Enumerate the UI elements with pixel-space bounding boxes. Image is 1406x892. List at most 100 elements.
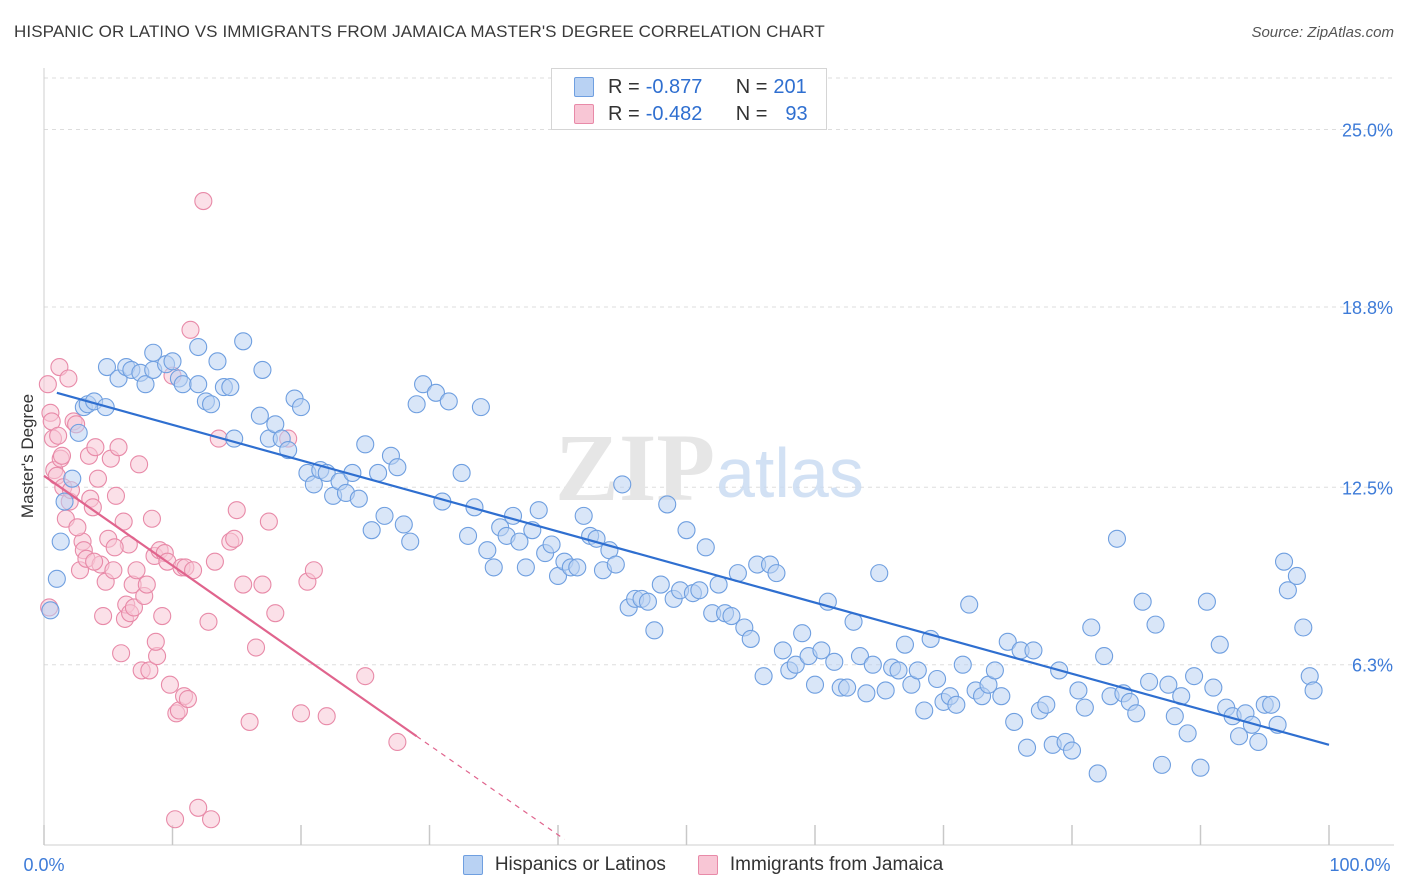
jamaica-point: [178, 689, 197, 709]
hispanic-point: [55, 492, 74, 511]
legend-swatch-blue: [462, 855, 483, 875]
jamaica-point: [38, 375, 57, 394]
jamaica-point: [189, 798, 208, 817]
hispanic-point: [173, 375, 192, 394]
trend-line-hispanic: [56, 391, 1330, 746]
legend-item-hispanic: Hispanics or Latinos: [462, 854, 666, 876]
hispanic-point: [1082, 618, 1101, 637]
legend-row-hispanic: R = -0.877 N = 201: [574, 74, 807, 100]
jamaica-point: [59, 369, 78, 388]
hispanic-point: [279, 441, 298, 460]
jamaica-point: [109, 438, 128, 457]
hispanic-point: [645, 621, 664, 640]
hispanic-point: [870, 564, 889, 583]
hispanic-point: [163, 352, 182, 371]
hispanic-point: [234, 332, 253, 351]
axis-layer: [43, 68, 1394, 846]
hispanic-point: [953, 655, 972, 674]
y-tick-label: 6.3%: [1352, 656, 1393, 676]
hispanic-point: [97, 358, 117, 377]
chart-title: HISPANIC OR LATINO VS IMMIGRANTS FROM JA…: [14, 22, 825, 41]
hispanic-point: [915, 701, 934, 720]
jamaica-point: [259, 512, 278, 531]
hispanic-point: [529, 501, 548, 520]
trend-line-jamaica-extension: [416, 735, 565, 840]
hispanic-point: [805, 675, 825, 694]
legend-label-hispanic: Hispanics or Latinos: [494, 854, 666, 875]
hispanic-point: [394, 515, 413, 534]
hispanic-point: [388, 458, 407, 477]
n-value: 201: [773, 75, 807, 98]
jamaica-point: [266, 604, 285, 623]
hispanic-point: [696, 538, 715, 557]
hispanic-point: [63, 469, 82, 488]
hispanic-point: [985, 661, 1004, 680]
hispanic-point: [1062, 741, 1082, 760]
hispanic-point: [414, 375, 433, 394]
hispanic-point: [928, 669, 947, 689]
trend-lines: [43, 391, 1330, 840]
hispanic-point: [47, 569, 66, 588]
hispanic-point: [889, 661, 908, 680]
jamaica-point: [388, 732, 407, 752]
hispanic-point: [1152, 755, 1171, 774]
jamaica-point: [240, 712, 259, 731]
y-tick-label: 12.5%: [1342, 478, 1393, 498]
hispanic-point: [458, 526, 478, 545]
series-legend: Hispanics or Latinos Immigrants from Jam…: [0, 852, 1406, 878]
hispanic-point: [1017, 738, 1037, 757]
hispanic-point: [136, 375, 155, 394]
jamaica-point: [142, 509, 161, 528]
hispanic-point: [568, 558, 587, 577]
jamaica-point: [317, 707, 336, 726]
watermark-zip: ZIP: [555, 414, 715, 521]
jamaica-point: [124, 598, 143, 617]
hispanic-point: [895, 635, 915, 654]
jamaica-point: [291, 704, 311, 723]
y-axis-label: Master's Degree: [18, 393, 37, 519]
legend-item-jamaica: Immigrants from Jamaica: [697, 854, 944, 876]
hispanic-point: [375, 506, 394, 525]
jamaica-point: [253, 575, 272, 594]
jamaica-point: [130, 455, 149, 474]
hispanic-point: [1133, 592, 1152, 611]
hispanic-point: [677, 521, 696, 540]
hispanic-point: [850, 647, 870, 666]
hispanic-point: [51, 532, 70, 551]
n-label: N =: [735, 75, 768, 98]
legend-label-jamaica: Immigrants from Jamaica: [729, 854, 944, 875]
hispanic-point: [439, 392, 458, 411]
y-tick-label: 18.8%: [1342, 298, 1393, 318]
hispanic-point: [1294, 618, 1313, 637]
hispanic-point: [250, 406, 269, 425]
jamaica-point: [199, 612, 218, 631]
hispanic-point: [144, 343, 163, 362]
jamaica-point: [202, 810, 221, 829]
hispanic-point: [1230, 727, 1249, 746]
hispanic-point: [1140, 672, 1159, 691]
hispanic-point: [947, 695, 966, 714]
hispanic-point: [208, 352, 227, 371]
r-label: R =: [608, 75, 640, 98]
hispanic-point: [471, 398, 490, 417]
hispanic-point: [992, 687, 1011, 706]
n-label: N =: [735, 102, 768, 125]
jamaica-point: [137, 575, 156, 594]
hispanic-point: [876, 681, 895, 700]
jamaica-point: [234, 575, 253, 594]
hispanic-point: [574, 506, 593, 525]
hispanic-point: [1159, 675, 1178, 694]
hispanic-point: [741, 629, 760, 648]
x-tick-label: 100.0%: [1329, 855, 1390, 875]
hispanic-point: [773, 641, 792, 660]
legend-swatch-pink: [574, 104, 594, 124]
hispanic-point: [651, 575, 670, 594]
hispanic-point: [1165, 707, 1184, 726]
series-jamaica-points: [38, 192, 407, 829]
hispanic-point: [189, 337, 208, 357]
hispanic-point: [638, 592, 658, 611]
hispanic-point: [1075, 698, 1094, 717]
jamaica-point: [166, 810, 185, 829]
hispanic-point: [1127, 704, 1146, 723]
hispanic-point: [1278, 581, 1297, 600]
